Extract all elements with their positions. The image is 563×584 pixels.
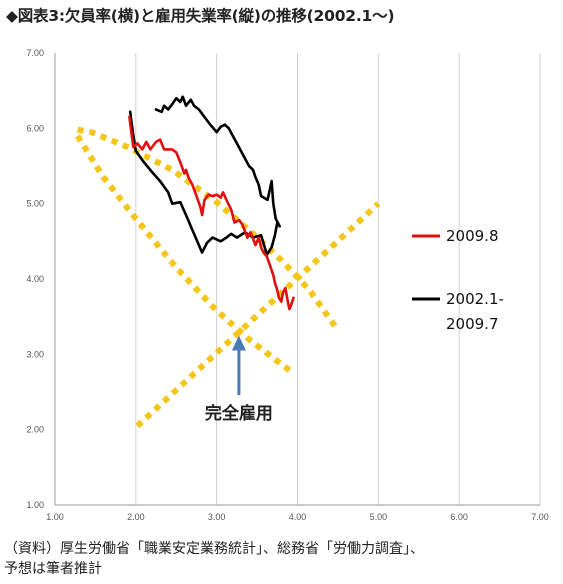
axes: [54, 53, 540, 506]
full-employment-annotation: 完全雇用: [205, 335, 273, 424]
source-note: （資料）厚生労働省「職業安定業務統計」、総務省「労働力調査」、 予想は筆者推計: [4, 539, 424, 579]
x-tick-label: 5.00: [370, 512, 388, 522]
x-tick-label: 1.00: [46, 512, 64, 522]
series-line-20098: [128, 115, 295, 311]
annotation-label: 完全雇用: [205, 403, 273, 424]
source-line-1: （資料）厚生労働省「職業安定業務統計」、総務省「労働力調査」、: [4, 541, 424, 557]
legend-label: 2002.1-: [446, 290, 504, 308]
y-tick-label: 1.00: [26, 500, 44, 510]
x-tick-labels: 1.00 2.00 3.00 4.00 5.00 6.00 7.00: [46, 512, 549, 522]
y-tick-label: 3.00: [26, 349, 44, 359]
annotation-arrow-head: [231, 335, 246, 351]
x-tick-label: 4.00: [289, 512, 307, 522]
beveridge-curve-lower-line: [75, 134, 296, 376]
y-tick-label: 7.00: [26, 48, 44, 58]
x-tick-label: 3.00: [208, 512, 226, 522]
grid-lines: [135, 53, 541, 505]
legend-label: 2009.7: [446, 315, 499, 333]
series-lines: [128, 95, 295, 311]
y-tick-labels: 1.00 2.00 3.00 4.00 5.00 6.00 7.00: [26, 48, 44, 510]
legend-label: 2009.8: [446, 227, 499, 245]
y-tick-label: 5.00: [26, 199, 44, 209]
y-tick-label: 2.00: [26, 425, 44, 435]
source-line-2: 予想は筆者推計: [4, 561, 102, 577]
x-tick-label: 6.00: [450, 512, 468, 522]
x-tick-label: 7.00: [531, 512, 549, 522]
x-tick-label: 2.00: [127, 512, 145, 522]
series-line-20021: [128, 95, 281, 257]
guide-lines: [75, 126, 381, 429]
legend: 2009.8 2002.1- 2009.7: [412, 227, 504, 333]
beveridge-curve-line: [77, 126, 341, 332]
y-tick-label: 6.00: [26, 123, 44, 133]
chart-title: ◆図表3:欠員率(横)と雇用失業率(縦)の推移(2002.1～): [6, 7, 395, 25]
y-tick-label: 4.00: [26, 274, 44, 284]
